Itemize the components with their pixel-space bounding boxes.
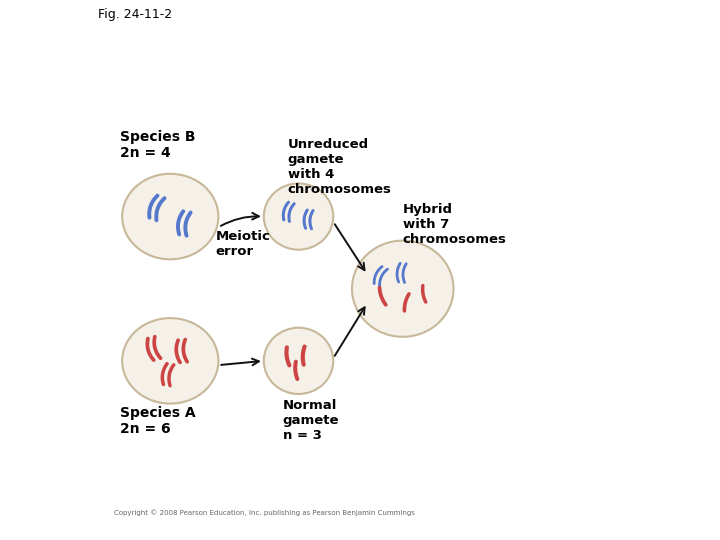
Text: Copyright © 2008 Pearson Education, Inc. publishing as Pearson Benjamin Cummings: Copyright © 2008 Pearson Education, Inc.… xyxy=(114,509,415,516)
Text: Species A
2n = 6: Species A 2n = 6 xyxy=(120,406,195,436)
Ellipse shape xyxy=(122,174,218,259)
Text: Hybrid
with 7
chromosomes: Hybrid with 7 chromosomes xyxy=(402,203,507,246)
Ellipse shape xyxy=(352,241,454,337)
Text: Unreduced
gamete
with 4
chromosomes: Unreduced gamete with 4 chromosomes xyxy=(288,138,392,196)
Text: Species B
2n = 4: Species B 2n = 4 xyxy=(120,130,195,160)
Ellipse shape xyxy=(264,184,333,249)
Text: Fig. 24-11-2: Fig. 24-11-2 xyxy=(98,8,172,21)
Ellipse shape xyxy=(264,328,333,394)
Text: Normal
gamete
n = 3: Normal gamete n = 3 xyxy=(282,400,339,442)
Text: Meiotic
error: Meiotic error xyxy=(216,230,271,258)
Ellipse shape xyxy=(122,318,218,403)
